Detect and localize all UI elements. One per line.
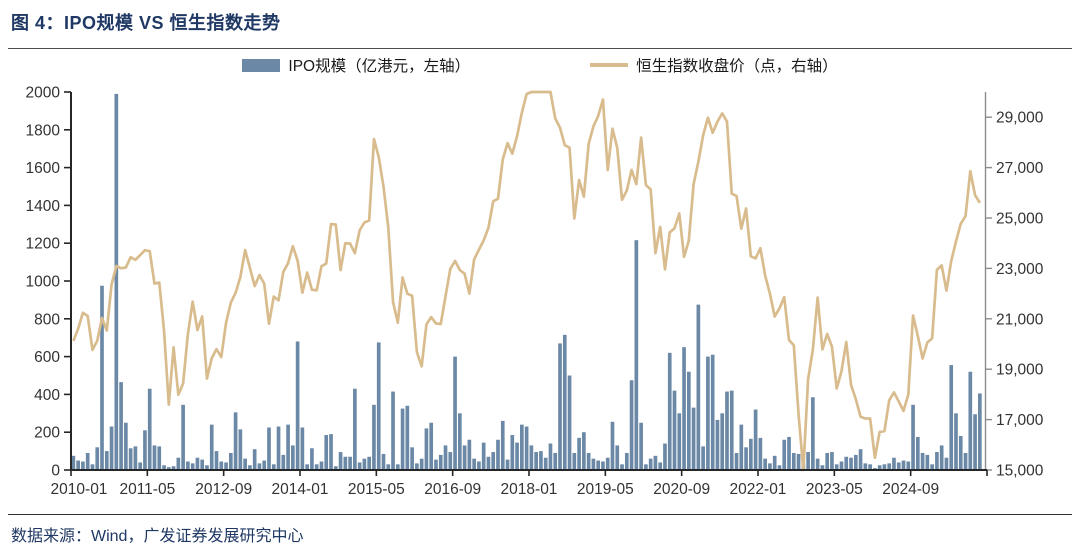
- svg-text:400: 400: [34, 387, 60, 404]
- svg-text:2016-09: 2016-09: [424, 481, 481, 498]
- svg-text:15,000: 15,000: [996, 463, 1044, 480]
- right-axis: 15,000 17,000 19,000 21,000 23,000 25,000 27,0…: [984, 92, 1044, 480]
- line-swatch-icon: [590, 63, 629, 67]
- svg-text:2018-01: 2018-01: [501, 481, 558, 498]
- chart-title: 图 4：IPO规模 VS 恒生指数走势: [11, 13, 281, 33]
- svg-text:1600: 1600: [26, 160, 61, 177]
- bar-swatch-icon: [242, 58, 281, 72]
- legend-label-hsi: 恒生指数收盘价（点，右轴）: [636, 58, 838, 75]
- legend-label-ipo: IPO规模（亿港元，左轴）: [288, 58, 471, 75]
- line-series: [72, 90, 981, 472]
- svg-text:200: 200: [34, 425, 60, 442]
- svg-text:2023-05: 2023-05: [806, 481, 863, 498]
- svg-text:17,000: 17,000: [996, 412, 1044, 429]
- svg-text:27,000: 27,000: [996, 160, 1044, 177]
- svg-text:2024-09: 2024-09: [882, 481, 939, 498]
- svg-text:2020-09: 2020-09: [653, 481, 710, 498]
- footer-divider: [8, 514, 1072, 515]
- svg-text:1800: 1800: [26, 122, 61, 139]
- svg-text:1000: 1000: [26, 274, 61, 291]
- svg-text:600: 600: [34, 349, 60, 366]
- data-source-note: 数据来源：Wind，广发证券发展研究中心: [11, 528, 304, 545]
- svg-text:0: 0: [51, 463, 60, 480]
- svg-text:19,000: 19,000: [996, 362, 1044, 379]
- svg-text:2022-01: 2022-01: [730, 481, 787, 498]
- svg-text:2015-05: 2015-05: [348, 481, 405, 498]
- svg-text:2010-01: 2010-01: [51, 481, 108, 498]
- svg-text:29,000: 29,000: [996, 110, 1044, 127]
- x-axis: 2010-01 2011-05 2012-09 2014-01 2015-05 2016-…: [51, 469, 988, 498]
- svg-text:2014-01: 2014-01: [272, 481, 329, 498]
- svg-text:2011-05: 2011-05: [119, 481, 175, 498]
- left-axis: 0 200 400 600 800 1000 1200 1400 1600 1800 2000: [26, 85, 72, 480]
- legend-item-ipo: IPO规模（亿港元，左轴）: [242, 54, 470, 76]
- bar-series: [71, 93, 982, 471]
- svg-text:23,000: 23,000: [996, 261, 1044, 278]
- legend-item-hsi: 恒生指数收盘价（点，右轴）: [590, 54, 838, 76]
- svg-text:2019-05: 2019-05: [577, 481, 634, 498]
- svg-text:800: 800: [34, 311, 60, 328]
- svg-text:1200: 1200: [26, 236, 61, 253]
- svg-text:25,000: 25,000: [996, 211, 1044, 228]
- chart-legend: IPO规模（亿港元，左轴） 恒生指数收盘价（点，右轴）: [0, 54, 1080, 76]
- svg-text:2000: 2000: [26, 85, 61, 102]
- svg-text:2012-09: 2012-09: [195, 481, 252, 498]
- svg-text:21,000: 21,000: [996, 311, 1044, 328]
- svg-text:1400: 1400: [26, 198, 61, 215]
- title-divider: [8, 48, 1072, 49]
